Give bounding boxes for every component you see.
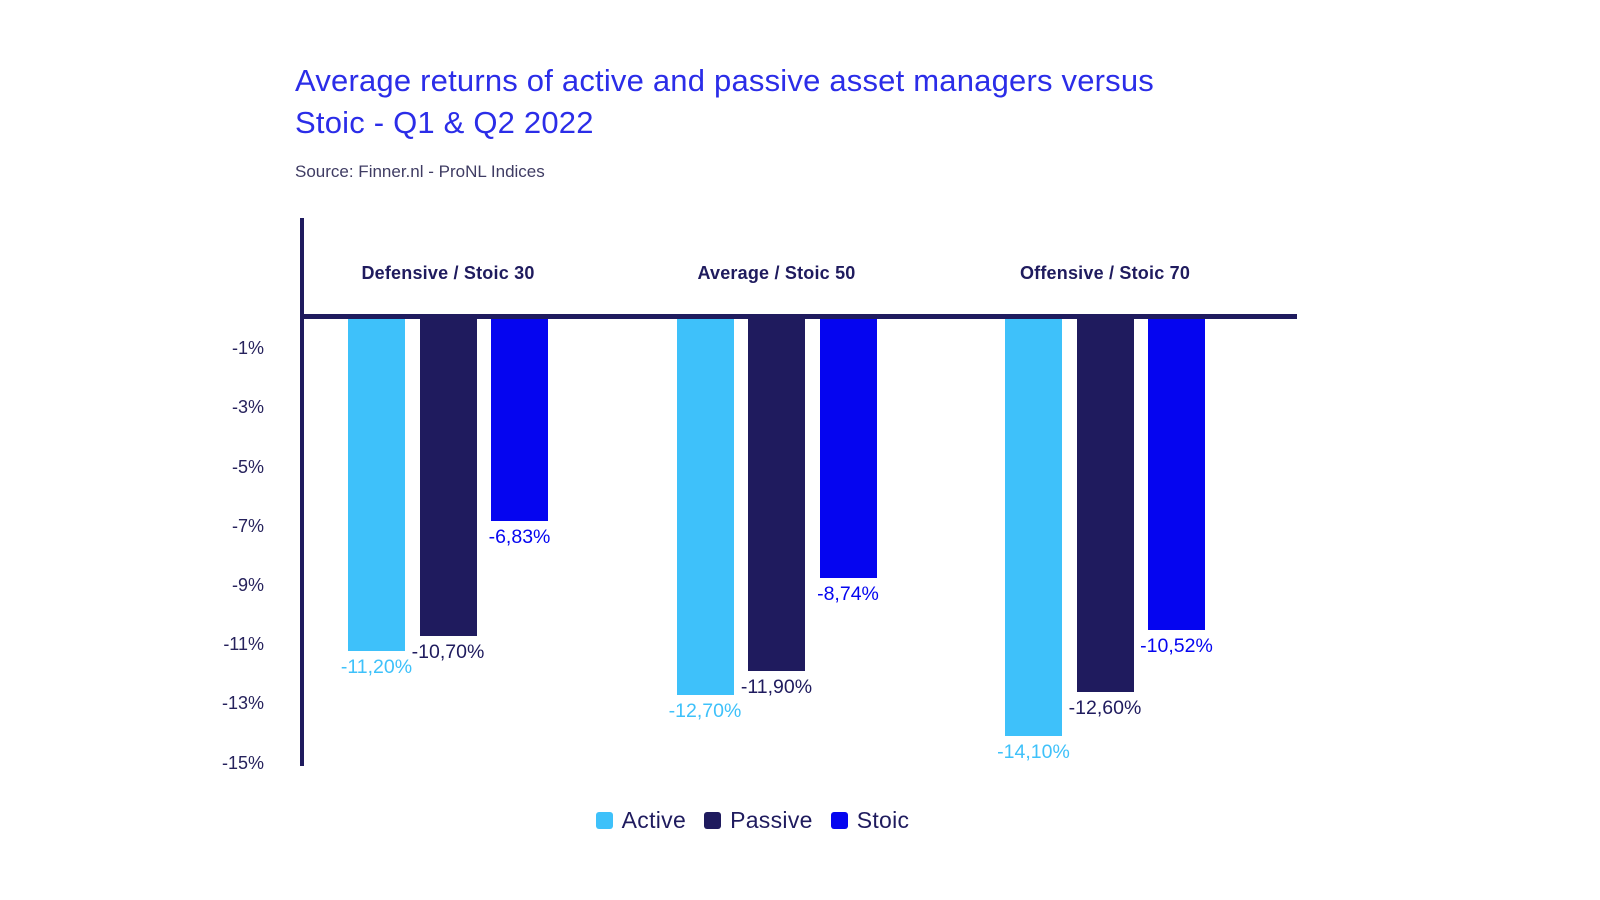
y-tick-label-5: -5% <box>231 456 264 477</box>
value-label-passive-average-stoic-50: -11,90% <box>740 676 813 699</box>
y-tick-label-7: -7% <box>231 515 264 536</box>
value-label-active-defensive-stoic-30: -11,20% <box>340 655 413 678</box>
value-label-active-average-stoic-50: -12,70% <box>668 699 742 722</box>
y-tick-label-11: -11% <box>223 634 264 655</box>
category-label-average-stoic-50: Average / Stoic 50 <box>697 263 856 283</box>
y-axis-line <box>300 218 304 766</box>
x-axis-line <box>300 314 1297 319</box>
y-tick-label-3: -3% <box>231 397 264 418</box>
bar-passive-offensive-stoic-70 <box>1076 319 1134 692</box>
value-label-stoic-defensive-stoic-30: -6,83% <box>488 526 551 549</box>
legend-swatch-stoic <box>830 811 848 829</box>
bar-active-offensive-stoic-70 <box>1005 319 1062 737</box>
chart-title-line1: Average returns of active and passive as… <box>295 63 1155 98</box>
y-tick-label-1: -1% <box>231 338 264 359</box>
value-label-stoic-offensive-stoic-70: -10,52% <box>1140 635 1213 658</box>
bar-active-average-stoic-50 <box>676 319 734 695</box>
legend: Active Passive Stoic <box>300 803 1205 837</box>
bar-stoic-average-stoic-50 <box>819 319 877 578</box>
legend-label-active: Active <box>621 806 687 833</box>
bar-stoic-defensive-stoic-30 <box>491 319 548 522</box>
legend-item-active: Active <box>595 806 687 834</box>
chart-source: Source: Finner.nl - ProNL Indices <box>295 162 545 181</box>
chart-title-line2: Stoic - Q1 & Q2 2022 <box>295 105 594 140</box>
value-label-passive-offensive-stoic-70: -12,60% <box>1068 696 1142 719</box>
legend-item-stoic: Stoic <box>830 806 910 834</box>
legend-label-stoic: Stoic <box>856 806 910 833</box>
bar-passive-defensive-stoic-30 <box>419 319 477 636</box>
bar-stoic-offensive-stoic-70 <box>1148 319 1205 631</box>
bar-active-defensive-stoic-30 <box>348 319 405 651</box>
category-label-defensive-stoic-30: Defensive / Stoic 30 <box>361 263 535 283</box>
bar-passive-average-stoic-50 <box>748 319 805 672</box>
legend-swatch-active <box>595 811 613 829</box>
value-label-passive-defensive-stoic-30: -10,70% <box>411 640 485 663</box>
legend-item-passive: Passive <box>704 807 813 834</box>
y-tick-label-13: -13% <box>221 693 264 714</box>
category-label-offensive-stoic-70: Offensive / Stoic 70 <box>1019 263 1191 283</box>
chart-title: Average returns of active and passive as… <box>295 60 1275 144</box>
y-tick-label-9: -9% <box>231 574 264 595</box>
y-tick-label-15: -15% <box>221 752 264 773</box>
legend-label-passive: Passive <box>730 806 813 833</box>
legend-swatch-passive <box>704 811 722 829</box>
value-label-active-offensive-stoic-70: -14,10% <box>997 741 1070 764</box>
value-label-stoic-average-stoic-50: -8,74% <box>817 582 879 605</box>
